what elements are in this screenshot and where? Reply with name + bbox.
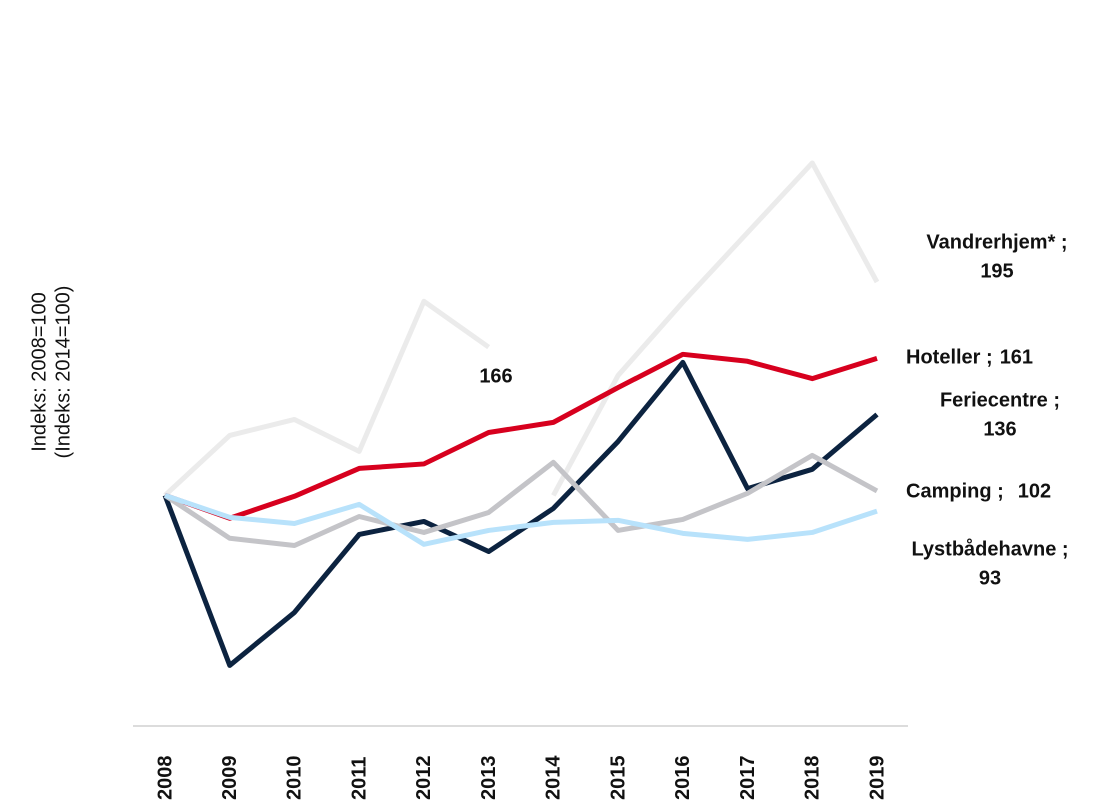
x-tick-label: 2008 bbox=[154, 756, 176, 801]
x-tick-label: 2015 bbox=[607, 756, 629, 801]
series-label: Vandrerhjem* ; bbox=[926, 231, 1067, 253]
line-series bbox=[163, 452, 879, 548]
line-series bbox=[551, 160, 880, 497]
line-series bbox=[162, 359, 879, 668]
data-label: 136 bbox=[983, 418, 1016, 440]
x-tick-label: 2009 bbox=[219, 756, 241, 801]
x-tick-label: 2014 bbox=[543, 755, 565, 800]
data-label: 161 bbox=[1000, 346, 1033, 368]
series-label: Lystbådehavne ; bbox=[911, 537, 1068, 560]
x-tick-label: 2018 bbox=[802, 756, 824, 801]
x-tick-label: 2012 bbox=[413, 756, 435, 801]
line-series bbox=[164, 493, 878, 547]
line-series bbox=[163, 298, 491, 498]
x-tick-label: 2016 bbox=[672, 756, 694, 801]
line-series bbox=[164, 351, 878, 521]
x-tick-label: 2017 bbox=[737, 756, 759, 801]
y-axis-label: Indeks: 2008=100 bbox=[28, 292, 50, 452]
data-label: 102 bbox=[1018, 480, 1051, 502]
data-label: 195 bbox=[980, 260, 1013, 282]
x-tick-label: 2011 bbox=[348, 757, 370, 800]
x-tick-label: 2019 bbox=[866, 756, 888, 801]
x-tick-label: 2013 bbox=[478, 756, 500, 801]
series-label: Hoteller ; bbox=[906, 346, 993, 368]
data-label: 166 bbox=[479, 365, 512, 387]
y-axis-label: (Indeks: 2014=100) bbox=[52, 286, 74, 459]
x-tick-label: 2010 bbox=[284, 756, 306, 801]
series-label: Feriecentre ; bbox=[940, 389, 1060, 411]
data-label: 93 bbox=[979, 567, 1001, 589]
series-label: Camping ; bbox=[906, 480, 1004, 502]
